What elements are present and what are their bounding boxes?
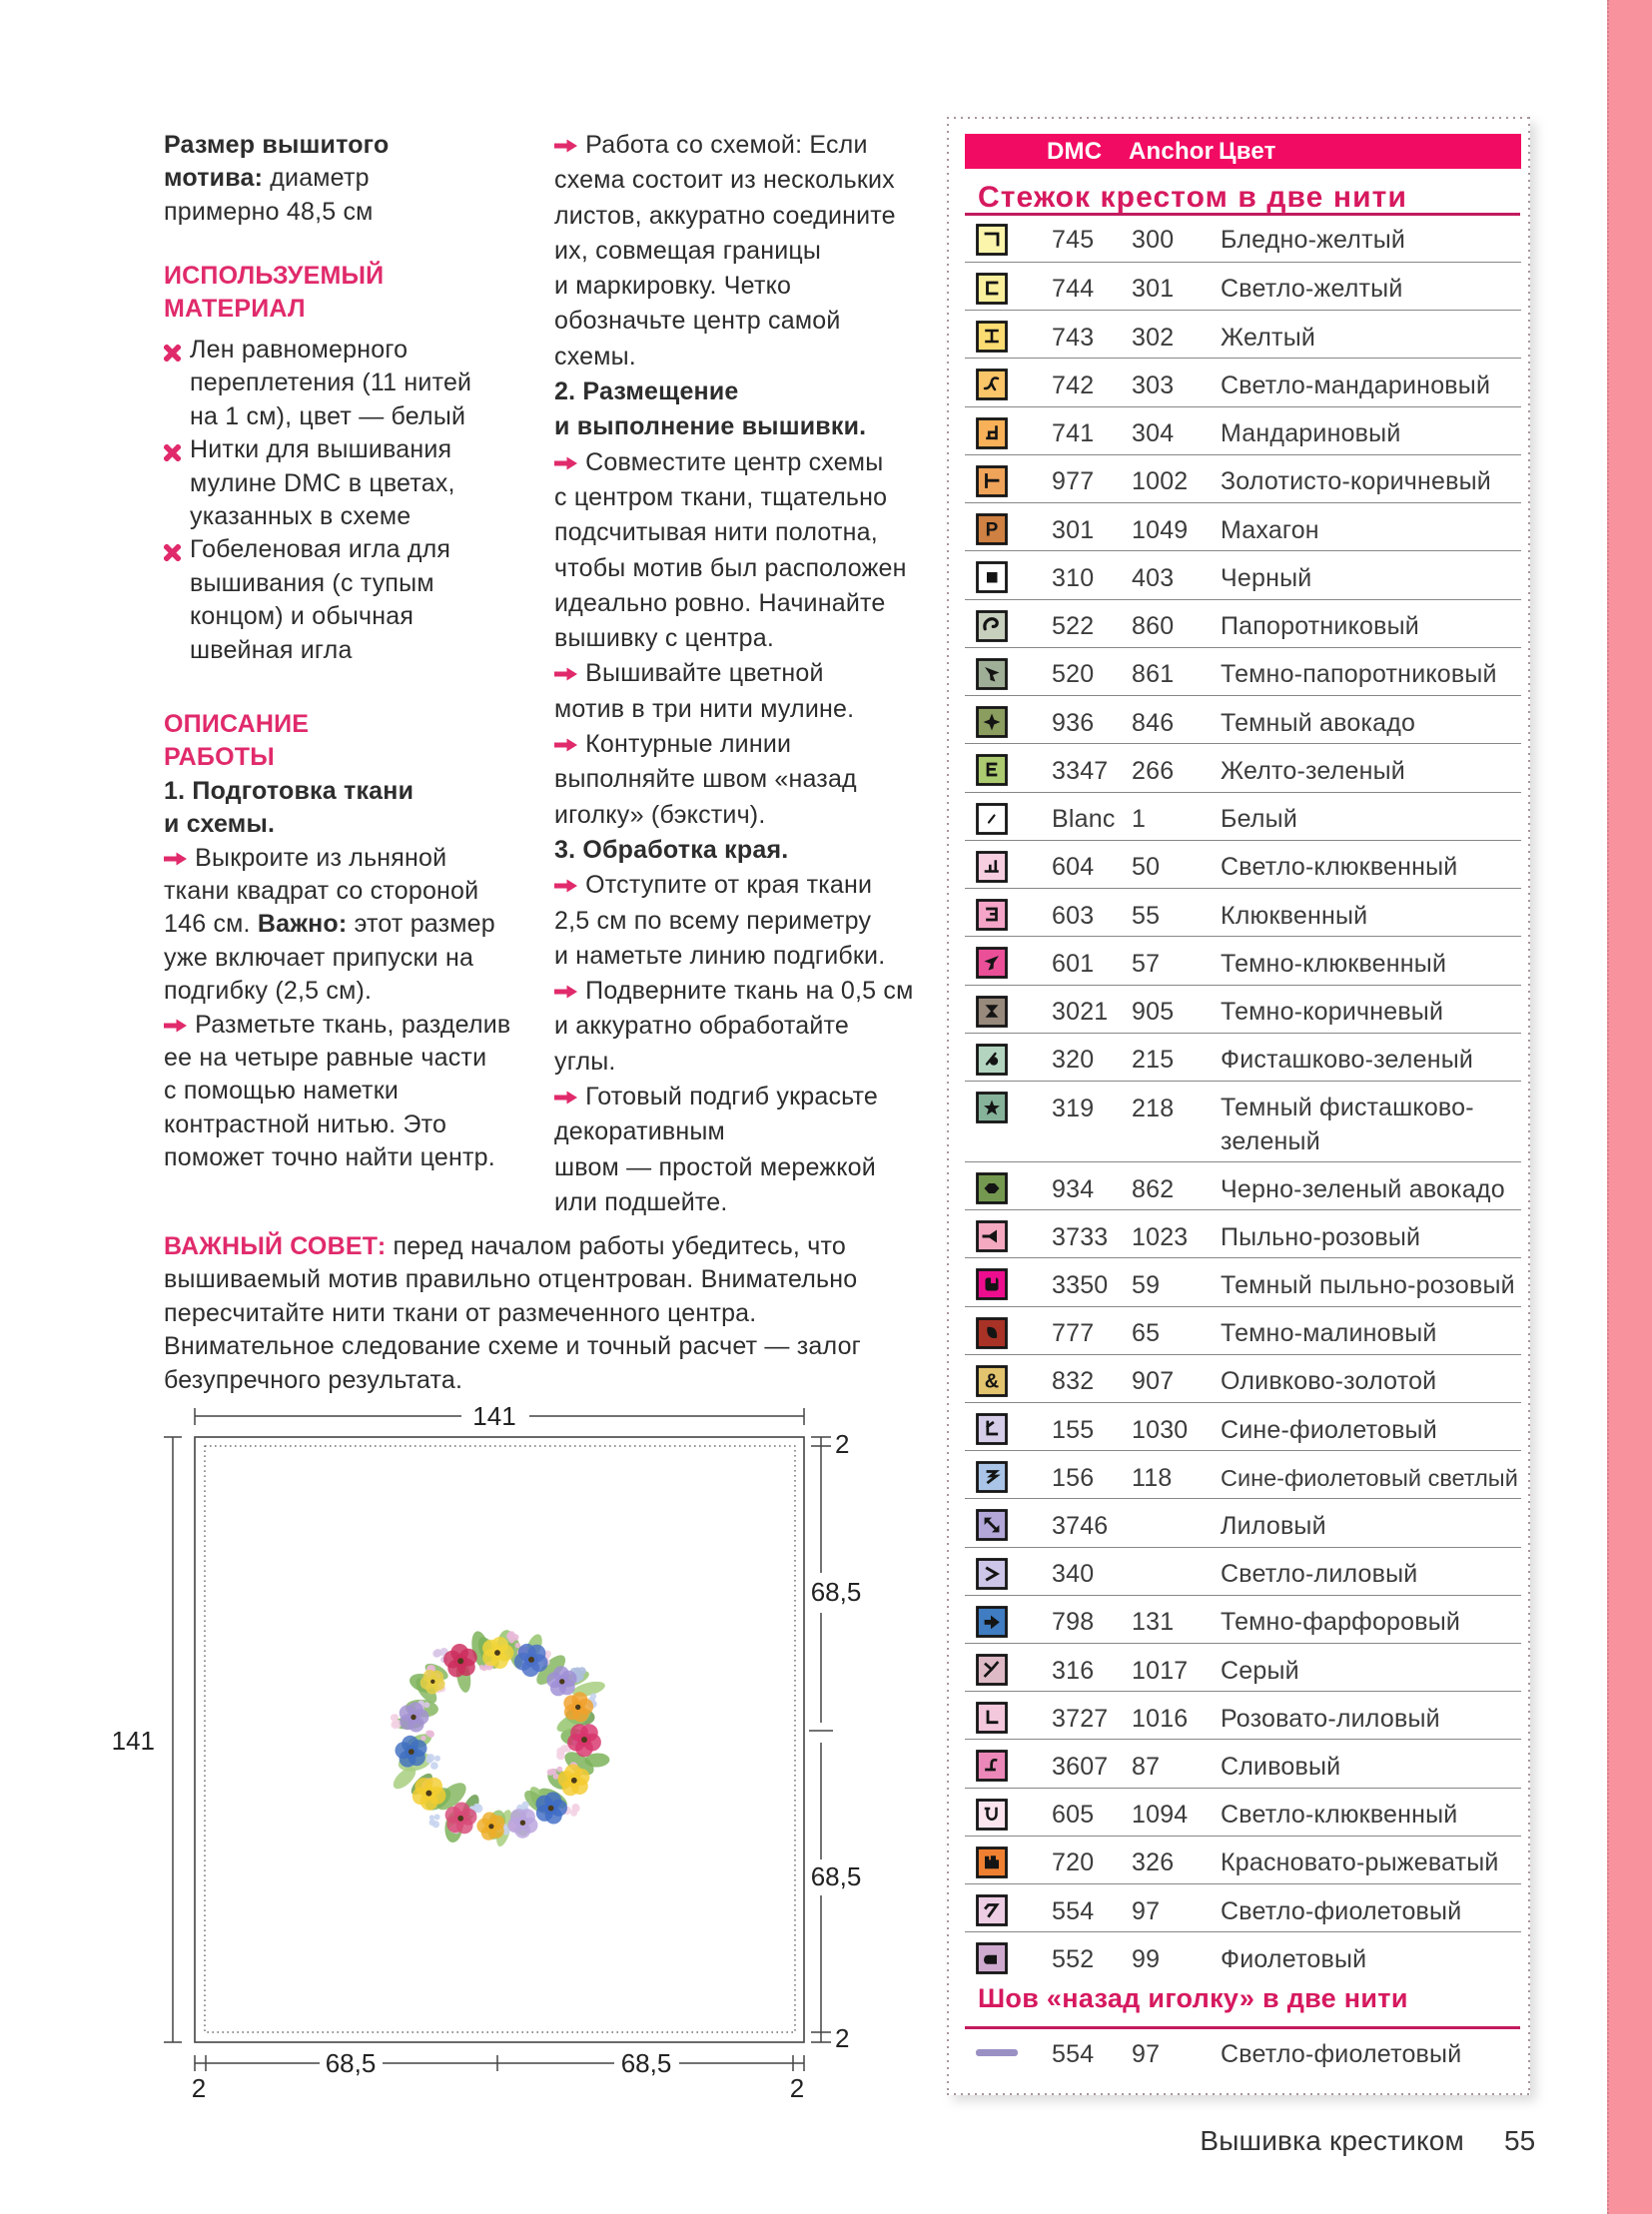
svg-text:2: 2 xyxy=(835,2023,849,2053)
svg-text:2: 2 xyxy=(790,2073,804,2103)
svg-text:P: P xyxy=(986,520,999,541)
svg-text:141: 141 xyxy=(112,1726,155,1756)
svg-text:68,5: 68,5 xyxy=(326,2048,377,2078)
svg-text:68,5: 68,5 xyxy=(811,1577,862,1607)
svg-text:&: & xyxy=(985,1370,999,1392)
svg-text:141: 141 xyxy=(472,1401,515,1431)
svg-text:68,5: 68,5 xyxy=(811,1861,862,1891)
svg-text:68,5: 68,5 xyxy=(621,2048,672,2078)
svg-text:2: 2 xyxy=(835,1429,849,1459)
svg-text:2: 2 xyxy=(192,2073,206,2103)
